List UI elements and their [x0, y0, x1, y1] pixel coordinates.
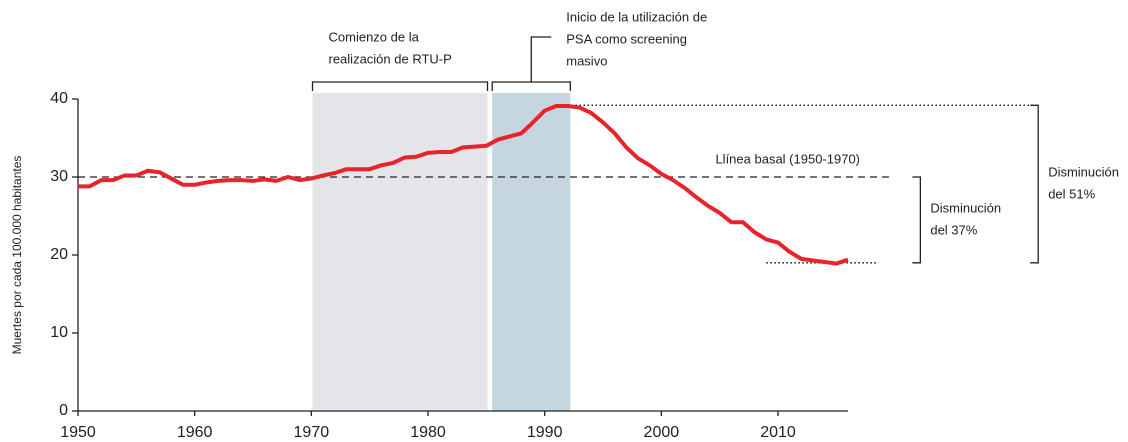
x-tick-label: 1970 — [294, 424, 330, 441]
region-label: masivo — [566, 53, 607, 68]
x-tick-label: 2010 — [760, 424, 796, 441]
shaded-region — [312, 93, 488, 411]
y-tick-label: 30 — [50, 168, 68, 185]
x-tick-label: 1960 — [177, 424, 213, 441]
region-label: realización de RTU-P — [329, 51, 452, 66]
bracket-label: del 51% — [1048, 186, 1095, 201]
x-tick-label: 1950 — [60, 424, 96, 441]
bracket-label: Disminución — [930, 200, 1001, 215]
y-tick-label: 10 — [50, 324, 68, 341]
y-tick-label: 40 — [50, 90, 68, 107]
region-bracket — [311, 81, 489, 91]
y-axis-label: Muertes por cada 100.000 habitantes — [10, 156, 24, 355]
shaded-region — [492, 93, 571, 411]
region-bracket — [491, 81, 571, 91]
x-tick-label: 2000 — [644, 424, 680, 441]
data-line — [78, 104, 849, 266]
bracket-label: Disminución — [1048, 164, 1119, 179]
x-tick-label: 1980 — [410, 424, 446, 441]
bracket — [912, 176, 922, 264]
region-label: Comienzo de la — [329, 29, 420, 44]
x-tick-label: 1990 — [527, 424, 563, 441]
bracket-label: del 37% — [930, 222, 977, 237]
reference-label: Llínea basal (1950-1970) — [715, 151, 860, 166]
y-tick-label: 20 — [50, 246, 68, 263]
region-label: PSA como screening — [566, 31, 687, 46]
callout-line — [530, 36, 552, 82]
y-tick-label: 0 — [59, 402, 68, 419]
bracket — [1030, 104, 1039, 264]
region-label: Inicio de la utilización de — [566, 9, 707, 24]
